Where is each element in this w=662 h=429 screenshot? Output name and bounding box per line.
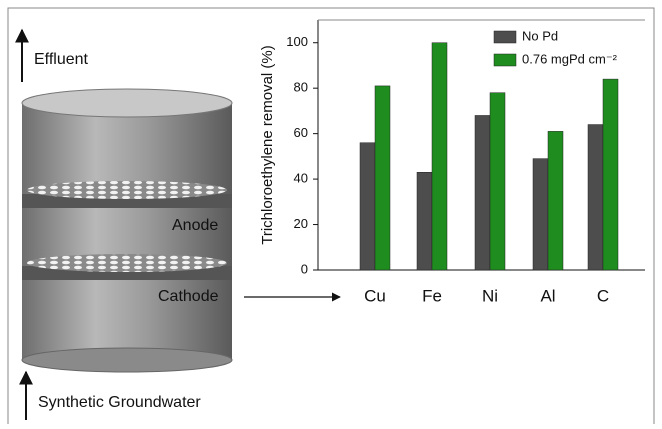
x-tick-label: Ni: [482, 286, 498, 305]
y-tick-label: 100: [286, 34, 308, 49]
legend-swatch: [493, 30, 517, 44]
inlet-label: Synthetic Groundwater: [38, 394, 201, 411]
cylinder-top: [21, 88, 233, 118]
legend-swatch: [493, 53, 517, 67]
bar: [474, 115, 491, 271]
y-tick-label: 60: [294, 125, 308, 140]
y-tick-label: 20: [294, 216, 308, 231]
bar: [547, 131, 564, 271]
bar: [602, 78, 619, 271]
bar: [359, 142, 376, 271]
x-tick-label: C: [597, 286, 609, 305]
anode-plate: [27, 181, 227, 199]
legend-label: 0.76 mgPd cm⁻²: [522, 51, 618, 66]
x-tick-label: Cu: [364, 286, 386, 305]
bar: [489, 92, 506, 271]
bar: [532, 158, 549, 271]
chart: Trichloroethylene removal (%) 0 20 40 60 80 10…: [259, 19, 645, 305]
legend-label: No Pd: [522, 28, 558, 43]
y-tick-label: 80: [294, 80, 308, 95]
cylinder-body: [22, 103, 232, 360]
y-tick-label: 0: [301, 261, 308, 276]
bar: [431, 42, 448, 271]
effluent-label: Effluent: [34, 51, 89, 68]
cathode-label: Cathode: [158, 288, 219, 305]
bar: [374, 85, 391, 271]
cathode-plate: [27, 254, 227, 272]
x-tick-label: Al: [540, 286, 555, 305]
x-tick-label: Fe: [422, 286, 442, 305]
bar: [416, 172, 433, 271]
reactor: [21, 88, 233, 373]
y-axis-label: Trichloroethylene removal (%): [259, 45, 276, 245]
y-tick-label: 40: [294, 171, 308, 186]
cylinder-bottom: [21, 347, 233, 373]
bar: [587, 124, 604, 271]
anode-label: Anode: [172, 217, 218, 234]
